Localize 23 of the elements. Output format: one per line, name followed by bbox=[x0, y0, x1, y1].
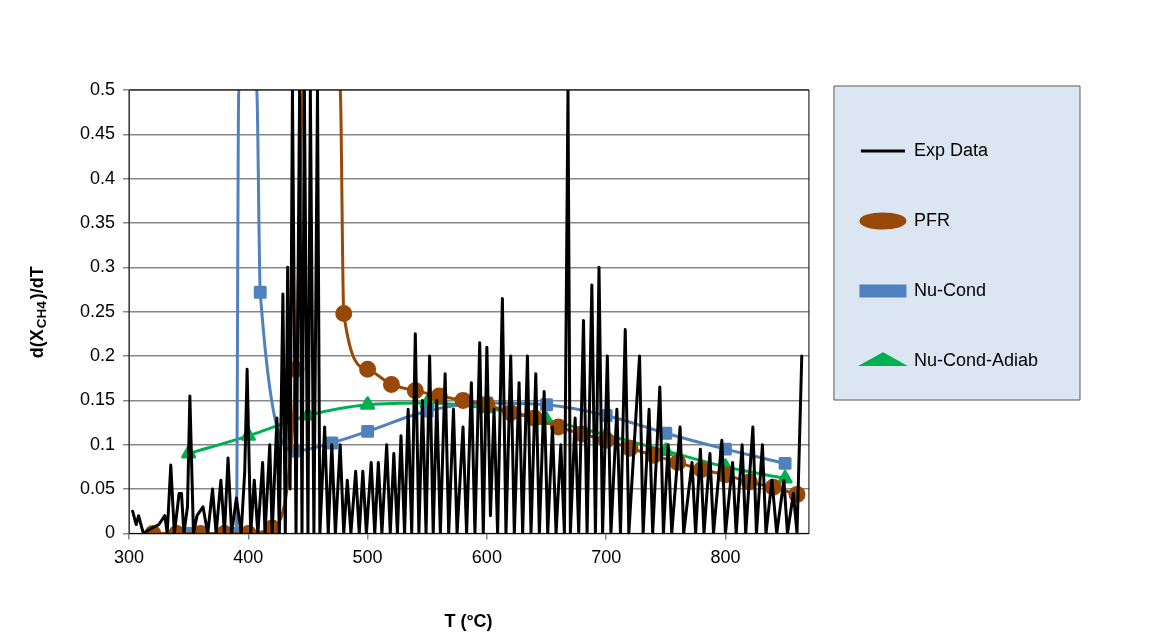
y-tick-label: 0.2 bbox=[90, 345, 116, 366]
y-tick-label: 0.3 bbox=[90, 256, 116, 277]
y-tick-label: 0.4 bbox=[90, 167, 116, 188]
y-tick-label: 0.35 bbox=[79, 211, 116, 232]
y-tick-label: 0 bbox=[105, 522, 116, 543]
x-tick-label: 800 bbox=[710, 547, 741, 568]
y-tick-label: 0.45 bbox=[79, 123, 116, 144]
y-tick-label: 0.15 bbox=[79, 389, 116, 410]
x-tick-label: 700 bbox=[591, 547, 622, 568]
legend-label: Exp Data bbox=[913, 139, 989, 160]
y-tick-label: 0.5 bbox=[90, 78, 116, 99]
legend-label: PFR bbox=[913, 209, 950, 230]
legend-label: Nu-Cond bbox=[913, 279, 986, 300]
x-tick-label: 600 bbox=[471, 547, 502, 568]
x-tick-label: 300 bbox=[114, 547, 145, 568]
y-axis-title: d(XCH4)/dT bbox=[26, 266, 50, 359]
y-tick-label: 0.25 bbox=[79, 300, 116, 321]
x-tick-label: 500 bbox=[352, 547, 383, 568]
x-axis-title: T (°C) bbox=[444, 610, 493, 631]
x-tick-label: 400 bbox=[233, 547, 264, 568]
y-tick-label: 0.05 bbox=[79, 478, 116, 499]
y-tick-label: 0.1 bbox=[90, 433, 116, 454]
legend-label: Nu-Cond-Adiab bbox=[913, 349, 1039, 370]
